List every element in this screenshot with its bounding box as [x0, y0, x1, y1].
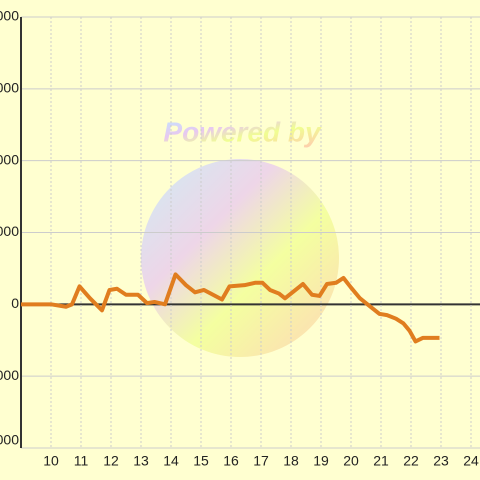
- x-tick-label: 19: [313, 453, 329, 469]
- x-tick-label: 10: [43, 453, 59, 469]
- x-tick-label: 24: [463, 453, 479, 469]
- x-tick-label: 15: [193, 453, 209, 469]
- y-tick-label: 9,000: [0, 80, 19, 96]
- y-tick-label: 6,000: [0, 151, 19, 167]
- x-tick-label: 21: [373, 453, 389, 469]
- x-tick-label: 20: [343, 453, 359, 469]
- x-tick-label: 14: [163, 453, 179, 469]
- x-tick-label: 13: [133, 453, 149, 469]
- y-tick-label: 12,000: [0, 8, 19, 24]
- line: [21, 272, 440, 344]
- x-tick-label: 12: [103, 453, 119, 469]
- y-tick-label: -3,000: [0, 367, 19, 383]
- x-tick-label: 17: [253, 453, 269, 469]
- y-tick-label: -6,000: [0, 432, 19, 448]
- watermark-logo: [141, 159, 339, 357]
- y-tick-label: 0: [11, 295, 19, 311]
- x-tick-label: 22: [403, 453, 419, 469]
- x-tick-label: 11: [74, 453, 89, 469]
- y-tick-label: 3,000: [0, 223, 19, 239]
- x-tick-label: 16: [223, 453, 239, 469]
- x-tick-label: 23: [433, 453, 449, 469]
- watermark-text: Powered by: [163, 116, 322, 147]
- x-tick-label: 18: [283, 453, 299, 469]
